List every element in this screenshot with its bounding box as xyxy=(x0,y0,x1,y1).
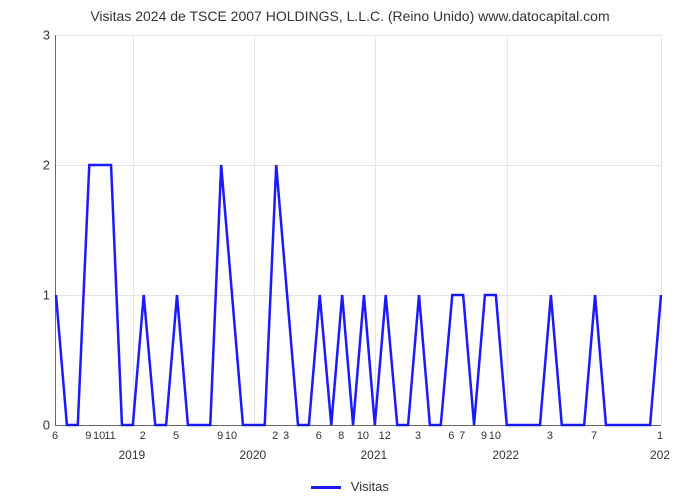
x-year-label: 2021 xyxy=(360,448,387,462)
x-tick-label: 12 xyxy=(379,430,391,442)
x-tick-label: 3 xyxy=(415,430,421,442)
x-tick-label: 6 xyxy=(316,430,322,442)
plot-area xyxy=(55,35,661,426)
x-year-label: 2022 xyxy=(492,448,519,462)
x-year-label: 202 xyxy=(650,448,670,462)
x-tick-label: 8 xyxy=(338,430,344,442)
x-tick-label: 7 xyxy=(459,430,465,442)
x-tick-label: 6 xyxy=(52,430,58,442)
x-tick-label: 10 xyxy=(489,430,501,442)
chart-container: Visitas 2024 de TSCE 2007 HOLDINGS, L.L.… xyxy=(0,0,700,500)
x-tick-label: 10 xyxy=(225,430,237,442)
y-tick-label: 3 xyxy=(30,28,50,43)
x-tick-label: 2 xyxy=(272,430,278,442)
x-tick-label: 3 xyxy=(547,430,553,442)
y-tick-label: 0 xyxy=(30,418,50,433)
x-tick-label: 1 xyxy=(657,430,663,442)
x-tick-label: 11 xyxy=(104,430,115,442)
y-tick-label: 1 xyxy=(30,288,50,303)
x-tick-label: 2 xyxy=(140,430,146,442)
legend: Visitas xyxy=(0,479,700,494)
x-year-label: 2019 xyxy=(118,448,145,462)
legend-label: Visitas xyxy=(351,479,389,494)
x-tick-label: 9 xyxy=(481,430,487,442)
visitas-line xyxy=(56,165,661,425)
legend-swatch xyxy=(311,486,341,489)
x-tick-label: 7 xyxy=(591,430,597,442)
x-year-label: 2020 xyxy=(239,448,266,462)
x-tick-label: 9 xyxy=(85,430,91,442)
grid-line xyxy=(661,35,662,425)
x-tick-label: 10 xyxy=(357,430,369,442)
y-tick-label: 2 xyxy=(30,158,50,173)
x-tick-label: 9 xyxy=(217,430,223,442)
x-tick-label: 3 xyxy=(283,430,289,442)
line-series-svg xyxy=(56,35,661,425)
x-tick-label: 6 xyxy=(448,430,454,442)
x-tick-label: 5 xyxy=(173,430,179,442)
chart-title: Visitas 2024 de TSCE 2007 HOLDINGS, L.L.… xyxy=(0,0,700,24)
